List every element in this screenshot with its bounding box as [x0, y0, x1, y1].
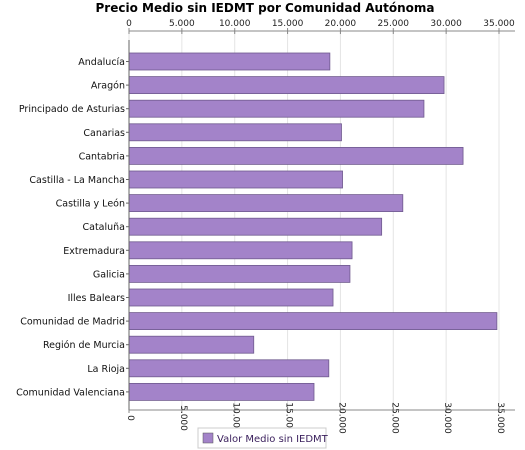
tick-label-top: 30.000: [430, 19, 462, 29]
bar: [128, 264, 351, 283]
legend: Valor Medio sin IEDMT: [197, 427, 329, 449]
category-label: La Rioja: [87, 364, 125, 375]
bars: [128, 52, 498, 401]
tick-label-top: 10.000: [219, 19, 251, 29]
bar: [128, 146, 464, 165]
tick-label-top: 15.000: [272, 19, 304, 29]
bar: [128, 288, 334, 307]
category-label: Aragón: [91, 81, 125, 92]
tick-label-bottom: 25.000: [389, 402, 399, 434]
category-label: Región de Murcia: [43, 340, 125, 351]
bar: [128, 241, 353, 260]
tick-label-bottom: 5.000: [178, 405, 188, 431]
bar: [128, 359, 330, 378]
category-label: Cataluña: [82, 222, 125, 233]
tick-label-top: 5.000: [169, 19, 195, 29]
bar: [128, 217, 383, 236]
bar: [128, 76, 445, 94]
category-label: Galicia: [93, 269, 125, 280]
category-label: Extremadura: [63, 246, 125, 257]
category-label: Illes Balears: [68, 293, 125, 304]
category-label: Canarias: [83, 128, 125, 139]
category-label: Comunidad Valenciana: [16, 387, 125, 398]
legend-swatch: [202, 432, 214, 444]
tick-label-bottom: 10.000: [231, 402, 241, 434]
bar: [128, 312, 498, 331]
chart-title: Precio Medio sin IEDMT por Comunidad Aut…: [96, 1, 435, 15]
bar: [128, 335, 255, 354]
tick-label-bottom: 30.000: [442, 402, 452, 434]
category-label: Andalucía: [78, 57, 125, 68]
tick-label-bottom: 20.000: [336, 402, 346, 434]
bar: [128, 382, 315, 401]
tick-label-bottom: 15.000: [284, 402, 294, 434]
bar: [128, 99, 425, 118]
tick-label-top: 35.000: [483, 19, 515, 29]
tick-label-bottom: 35.000: [495, 402, 505, 434]
bar: [128, 52, 331, 71]
legend-label: Valor Medio sin IEDMT: [217, 434, 329, 445]
tick-label-top: 20.000: [325, 19, 357, 29]
tick-label-bottom: 0: [125, 415, 135, 421]
bar: [128, 194, 404, 213]
category-labels: Andalucía Aragón Principado de Asturias Can…: [16, 57, 129, 398]
bar: [128, 123, 342, 142]
bar: [128, 170, 343, 189]
tick-label-top: 0: [126, 19, 132, 29]
category-label: Castilla - La Mancha: [29, 175, 125, 186]
legend-box: [197, 427, 327, 449]
category-label: Castilla y León: [56, 199, 125, 210]
tick-label-top: 25.000: [378, 19, 410, 29]
category-label: Cantabria: [79, 151, 125, 162]
category-label: Principado de Asturias: [19, 104, 125, 115]
category-label: Comunidad de Madrid: [20, 317, 125, 328]
